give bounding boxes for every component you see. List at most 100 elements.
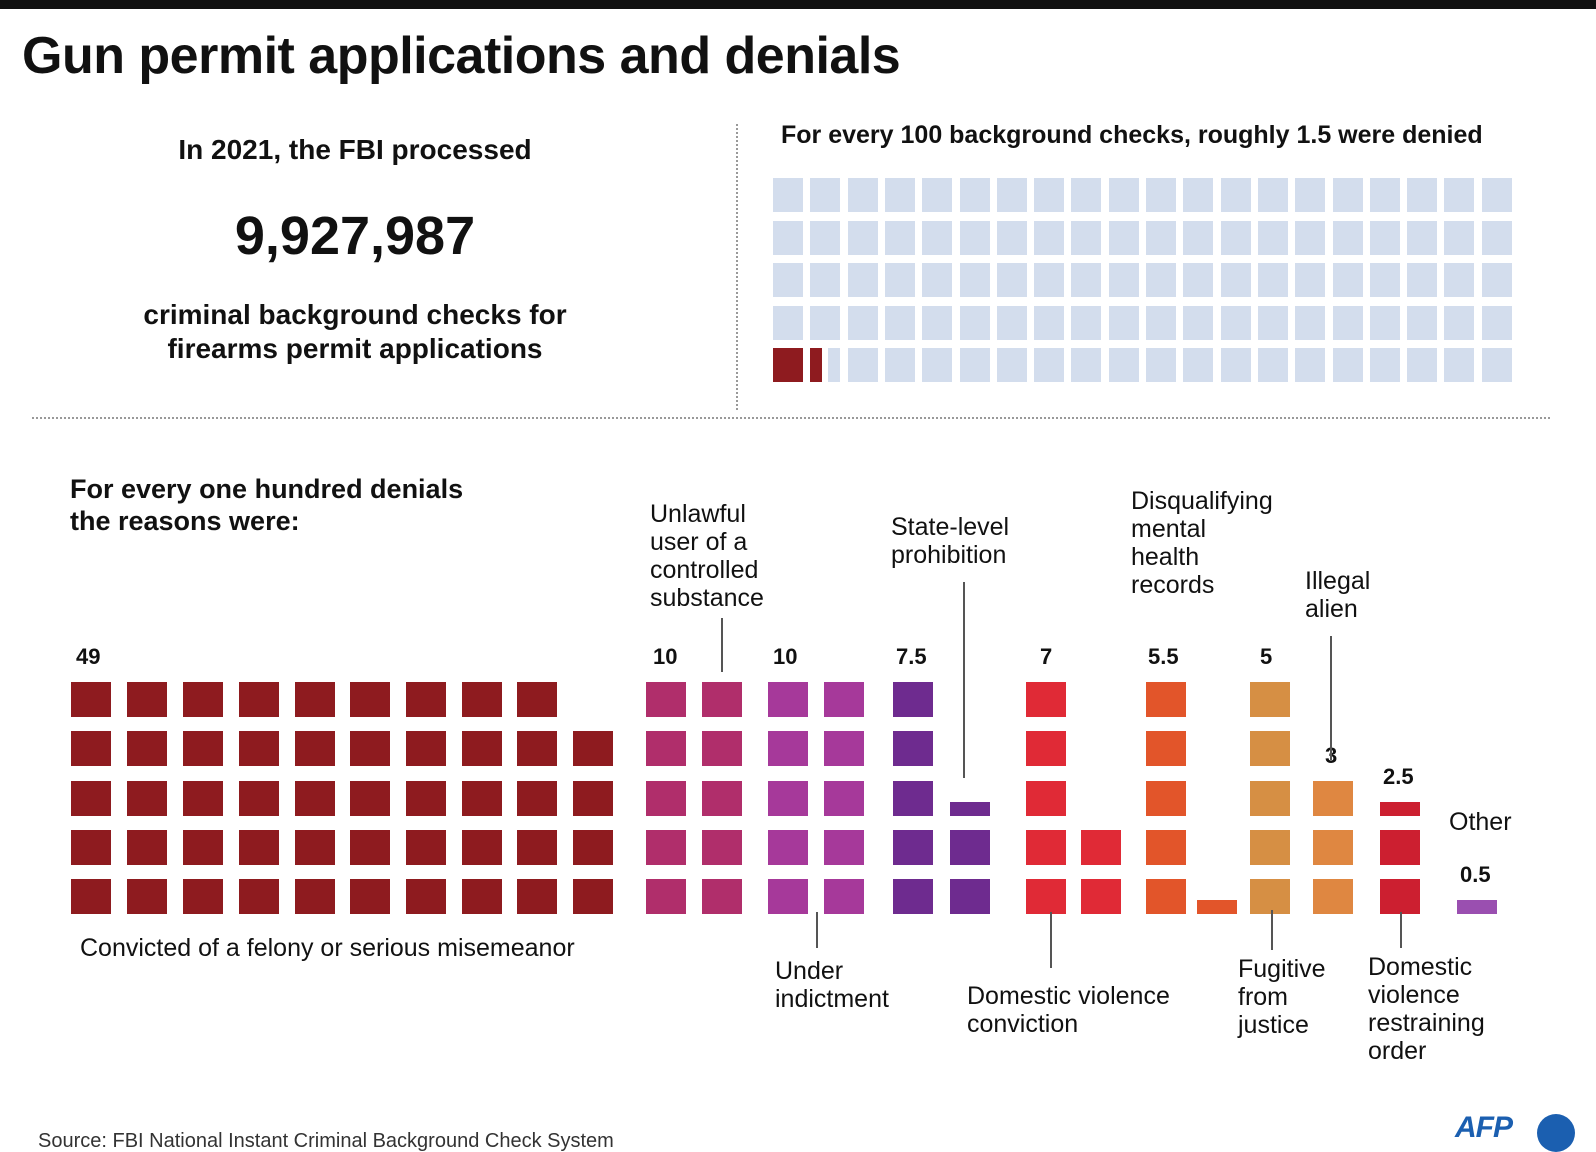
waffle-square-approved [1444,263,1475,298]
denial-square-felony [183,731,223,767]
denial-square-felony [462,682,502,718]
denial-square-felony [239,731,279,767]
waffle-square-approved [1257,263,1288,298]
value-label-restraining_order: 2.5 [1383,763,1414,789]
waffle-square-approved [1108,220,1139,255]
waffle-square-approved [1146,220,1176,255]
denial-square-felony [517,682,557,718]
denial-square-controlled_substance [646,879,686,914]
denial-square-controlled_substance [702,829,742,865]
waffle-square-approved [1071,263,1102,298]
waffle-square-approved [1183,263,1214,298]
denial-square-illegal_alien [1313,879,1353,914]
waffle-square-approved [1407,263,1438,298]
denial-square-felony [239,780,279,816]
denial-square-felony [127,731,167,767]
waffle-square-approved [996,178,1027,212]
denial-square-felony [127,829,167,865]
denial-square-state_level [950,879,990,914]
source-note: Source: FBI National Instant Criminal Ba… [38,1130,614,1152]
waffle-square-approved [922,348,953,383]
waffle-square-approved [828,348,841,383]
waffle-square-approved [1108,178,1139,212]
waffle-square-approved [1481,263,1512,298]
waffle-square-approved [1183,220,1214,255]
waffle-square-approved [1369,263,1400,298]
waffle-square-approved [959,305,990,340]
denial-square-felony [462,829,502,865]
category-label-indictment: Under indictment [775,957,889,1013]
denial-square-controlled_substance [702,780,742,816]
waffle-square-approved [1295,305,1326,340]
denial-square-domestic_conviction [1026,879,1066,914]
denial-square-indictment [824,731,864,767]
denial-square-felony [71,682,111,718]
waffle-square-approved [1407,348,1438,383]
afp-logo-text: AFP [1455,1111,1513,1144]
total-checks-number: 9,927,987 [234,206,476,266]
value-label-domestic_conviction: 7 [1040,644,1053,670]
denial-square-felony [71,780,111,816]
waffle-square-approved [1220,178,1251,212]
waffle-square-approved [1034,220,1065,255]
waffle-square-approved [810,305,841,340]
waffle-square-approved [1146,178,1176,212]
checks-waffle-title: For every 100 background checks, roughly… [781,121,1483,149]
denial-square-felony [295,829,335,865]
denial-square-felony [183,829,223,865]
leader-line-restraining_order [1400,912,1402,948]
waffle-square-approved [1257,305,1288,340]
denial-square-indictment [824,682,864,718]
denial-square-felony [350,780,390,816]
waffle-square-approved [1444,305,1475,340]
denial-square-fugitive [1250,682,1290,718]
denial-square-partial-state_level [950,801,990,816]
afp-logo-icon [1537,1114,1575,1152]
waffle-square-approved [959,220,990,255]
waffle-square-approved [1183,305,1214,340]
waffle-square-approved [773,220,803,255]
waffle-square-approved [1407,178,1438,212]
waffle-square-approved [1071,348,1102,383]
waffle-square-approved [1034,305,1065,340]
waffle-square-approved [884,348,915,383]
denial-square-felony [183,879,223,914]
value-label-indictment: 10 [773,644,798,670]
waffle-square-approved [847,220,878,255]
denial-square-state_level [950,829,990,865]
leader-line-indictment [816,912,818,948]
denial-square-felony [517,879,557,914]
waffle-square-approved [1407,305,1438,340]
denial-square-controlled_substance [702,731,742,767]
waffle-square-approved [847,348,878,383]
denial-square-indictment [768,780,808,816]
denial-square-mental_health [1146,682,1186,718]
waffle-square-approved [1332,348,1363,383]
denial-square-felony [239,879,279,914]
denial-square-felony [406,731,446,767]
denial-square-felony [350,731,390,767]
denial-square-restraining_order [1380,879,1420,914]
waffle-square-approved [1444,220,1475,255]
denial-square-felony [183,682,223,718]
waffle-square-approved [922,263,953,298]
category-label-domestic_conviction: Domestic violence conviction [967,982,1170,1038]
waffle-square-approved [1369,348,1400,383]
waffle-square-approved [884,305,915,340]
waffle-square-approved [884,263,915,298]
denial-square-partial-mental_health [1197,900,1237,914]
denial-square-controlled_substance [646,731,686,767]
value-label-felony: 49 [76,644,101,670]
waffle-square-approved [773,305,803,340]
denial-square-felony [127,879,167,914]
waffle-square-approved [1146,263,1176,298]
value-label-controlled_substance: 10 [653,644,678,670]
waffle-square-approved [847,305,878,340]
denial-square-state_level [893,879,933,914]
denial-square-fugitive [1250,829,1290,865]
value-label-state_level: 7.5 [896,644,927,670]
denial-square-felony [462,879,502,914]
denial-square-felony [295,731,335,767]
denial-square-domestic_conviction [1081,829,1121,865]
denial-square-mental_health [1146,731,1186,767]
